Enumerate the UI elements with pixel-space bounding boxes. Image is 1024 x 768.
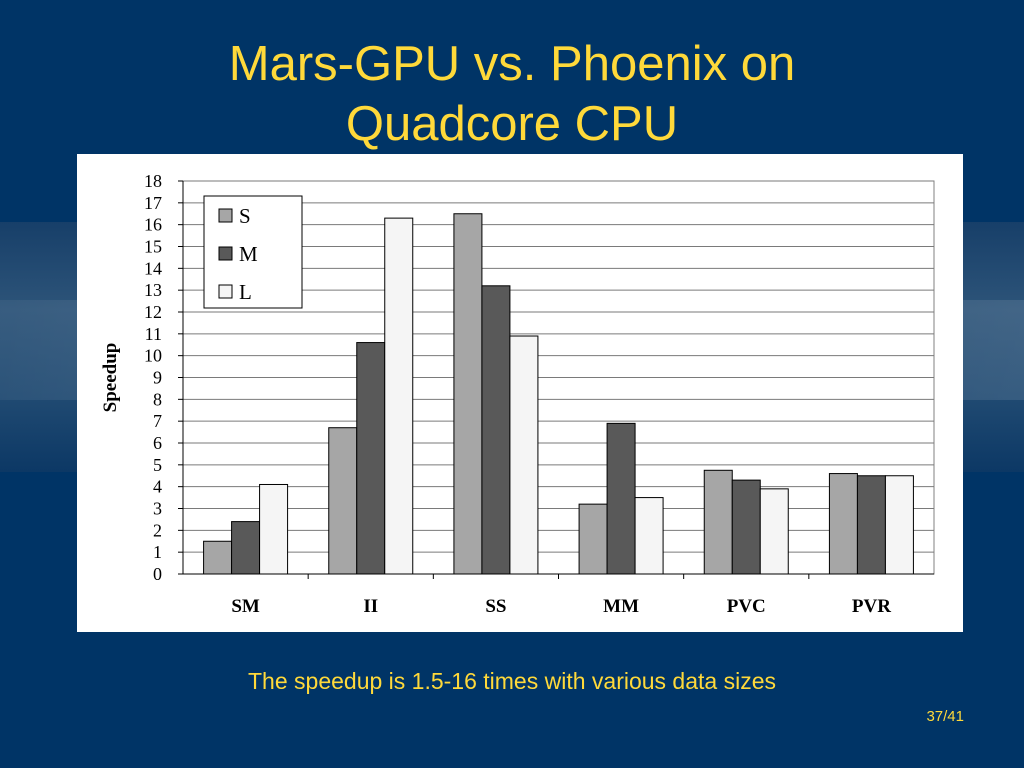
y-tick-label: 8 — [153, 389, 162, 409]
bar-S-PVR — [828, 473, 858, 575]
bar-S-SS — [453, 213, 483, 575]
bar-L-MM — [634, 497, 664, 575]
y-tick-label: 3 — [153, 499, 162, 519]
legend-label-S: S — [239, 204, 251, 228]
bar-S-SM — [203, 540, 233, 575]
y-tick-label: 12 — [144, 302, 162, 322]
legend-label-L: L — [239, 280, 252, 304]
bar-S-PVC — [703, 469, 733, 575]
slide-title-line-1: Mars-GPU vs. Phoenix on — [228, 37, 796, 91]
bar-L-SS — [509, 335, 539, 575]
bar-S-MM — [578, 503, 608, 575]
bar-S-II — [328, 427, 358, 575]
y-tick-label: 1 — [153, 542, 162, 562]
bar-M-SS — [481, 285, 511, 575]
page-number: 37/41 — [926, 708, 964, 725]
y-tick-label: 11 — [145, 324, 162, 344]
x-category-label: PVC — [727, 596, 766, 617]
y-tick-label: 6 — [153, 433, 162, 453]
legend-swatch-L — [218, 284, 233, 299]
chart-panel: 0 1 2 3 4 5 6 7 8 9 10 11 12 13 14 15 16 17 18 SM II SS MM PVC P… — [77, 154, 963, 632]
y-tick-label: 14 — [144, 258, 162, 278]
y-tick-label: 4 — [153, 477, 162, 497]
y-tick-label: 7 — [153, 411, 162, 431]
bar-L-PVC — [759, 488, 789, 575]
y-tick-label: 13 — [144, 280, 162, 300]
legend-swatch-M — [218, 246, 233, 261]
legend-label-M: M — [239, 242, 258, 266]
x-category-label: PVR — [852, 596, 891, 617]
slide-title: Mars-GPU vs. Phoenix on Quadcore CPU — [0, 34, 1024, 154]
bar-L-SM — [259, 483, 289, 575]
y-tick-label: 15 — [144, 237, 162, 257]
y-tick-label: 10 — [144, 346, 162, 366]
legend-swatch-S — [218, 208, 233, 223]
bar-M-SM — [231, 521, 261, 575]
x-category-label: SS — [485, 596, 506, 617]
x-category-label: MM — [603, 596, 639, 617]
y-tick-label: 0 — [153, 564, 162, 584]
x-category-label: II — [363, 596, 378, 617]
y-axis-title: Speedup — [100, 343, 121, 413]
y-tick-label: 17 — [144, 193, 162, 213]
y-tick-label: 2 — [153, 520, 162, 540]
bar-L-II — [384, 217, 414, 575]
x-category-label: SM — [231, 596, 260, 617]
y-tick-label: 5 — [153, 455, 162, 475]
bar-M-II — [356, 342, 386, 575]
y-tick-label: 18 — [144, 171, 162, 191]
slide-caption: The speedup is 1.5-16 times with various… — [248, 668, 776, 694]
bar-M-PVR — [856, 475, 886, 575]
bar-L-PVR — [884, 475, 914, 575]
bar-M-MM — [606, 422, 636, 575]
y-tick-label: 16 — [144, 215, 162, 235]
slide-title-line-2: Quadcore CPU — [345, 97, 679, 151]
bar-M-PVC — [731, 479, 761, 575]
y-tick-label: 9 — [153, 368, 162, 388]
